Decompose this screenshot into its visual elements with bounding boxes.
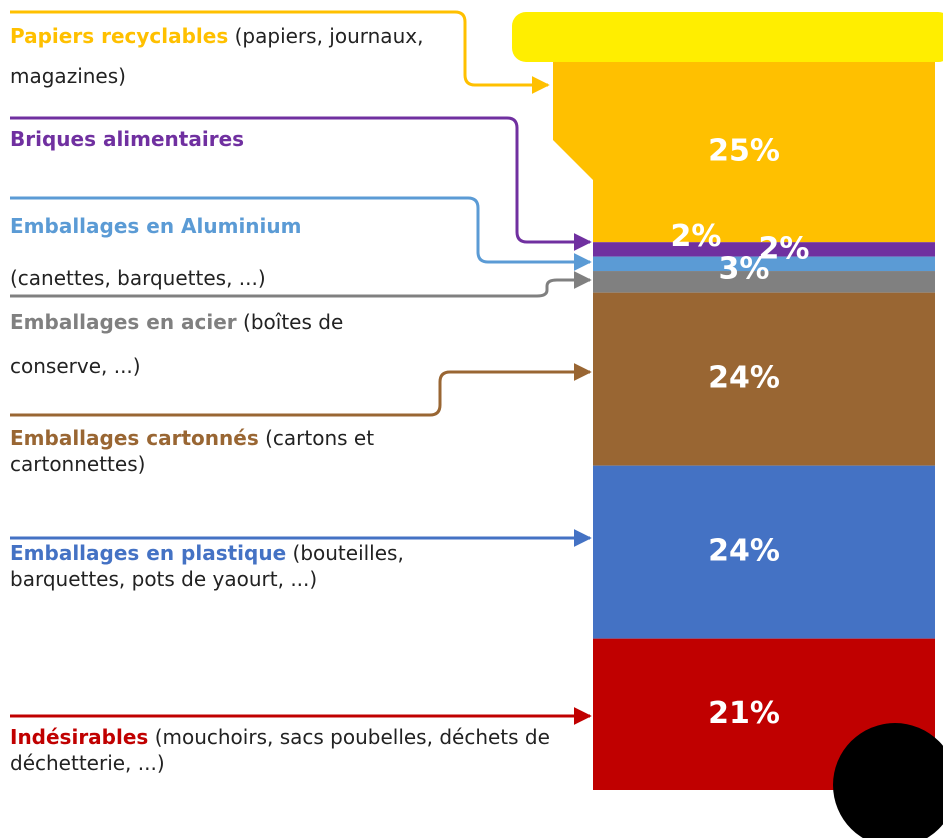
category-name: Papiers recyclables	[10, 24, 228, 48]
category-name: Indésirables	[10, 725, 148, 749]
category-label: Emballages en plastique (bouteilles, bar…	[10, 540, 420, 592]
value-label: 24%	[708, 361, 780, 396]
category-name: Emballages cartonnés	[10, 426, 259, 450]
category-label: Indésirables (mouchoirs, sacs poubelles,…	[10, 724, 550, 776]
value-label: 25%	[708, 134, 780, 169]
category-description: (canettes, barquettes, ...)	[10, 266, 266, 290]
category-label: Briques alimentaires	[10, 124, 510, 154]
category-name: Emballages en plastique	[10, 541, 286, 565]
page: 25%2%2%3%24%24%21% Papiers recyclables (…	[0, 0, 943, 838]
category-name: Emballages en Aluminium	[10, 214, 301, 238]
category-label: Emballages cartonnés (cartons et cartonn…	[10, 425, 480, 477]
category-label: Emballages en acier (boîtes de conserve,…	[10, 300, 440, 388]
category-name: Emballages en acier	[10, 310, 237, 334]
category-label: Emballages en Aluminium (canettes, barque…	[10, 200, 440, 304]
bin-lid	[512, 12, 943, 62]
category-name: Briques alimentaires	[10, 127, 244, 151]
value-label: 21%	[708, 696, 780, 731]
category-label: Papiers recyclables (papiers, journaux, …	[10, 16, 430, 96]
value-label: 3%	[719, 251, 770, 286]
value-label: 2%	[671, 219, 722, 254]
value-label: 24%	[708, 534, 780, 569]
